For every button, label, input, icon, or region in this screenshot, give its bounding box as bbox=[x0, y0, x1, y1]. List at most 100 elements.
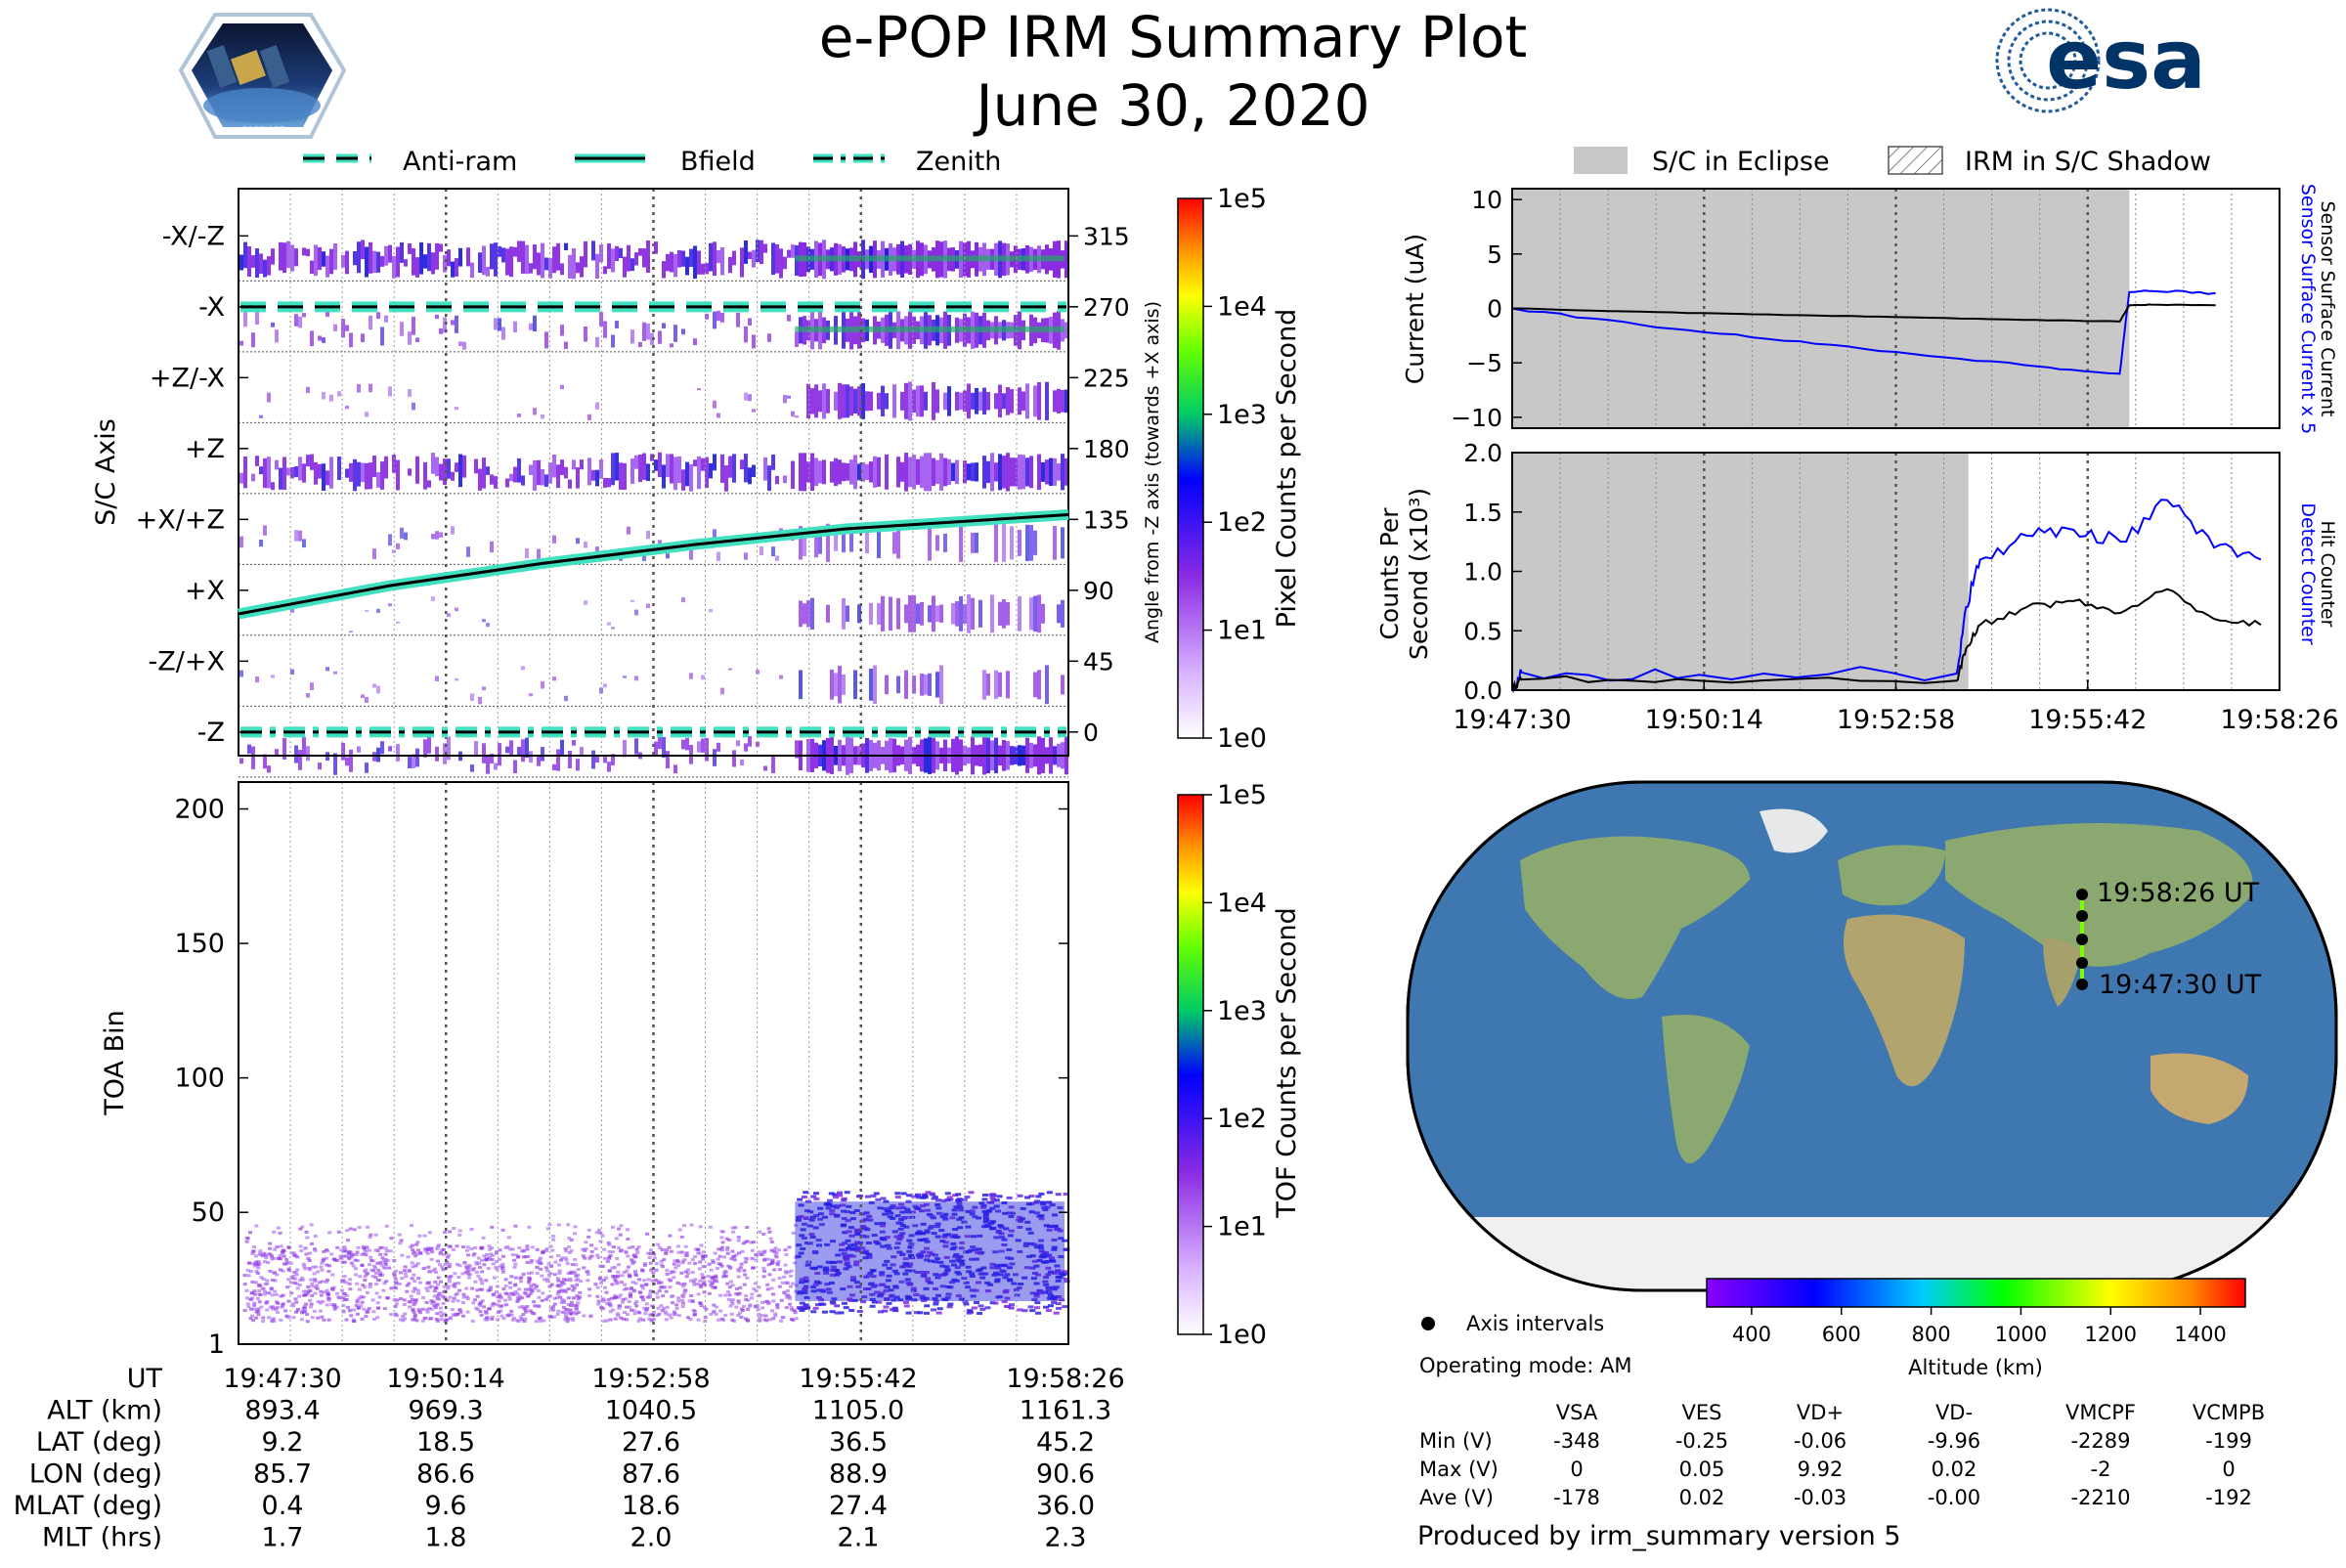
tof-count-cell bbox=[374, 1291, 379, 1295]
tof-count-cell bbox=[804, 1295, 810, 1299]
tof-count-cell bbox=[906, 1239, 913, 1242]
tof-count-cell bbox=[470, 1319, 475, 1323]
tof-count-cell bbox=[467, 1273, 472, 1277]
tof-count-cell bbox=[608, 1318, 613, 1322]
tof-count-cell bbox=[336, 1295, 341, 1299]
tof-count-cell bbox=[443, 1231, 448, 1235]
tof-count-cell bbox=[1002, 1211, 1009, 1215]
tof-count-cell bbox=[265, 1282, 270, 1285]
tof-count-cell bbox=[392, 1298, 397, 1301]
tof-count-cell bbox=[902, 1272, 909, 1276]
tof-count-cell bbox=[681, 1285, 686, 1288]
pixel-count-cell bbox=[763, 765, 767, 771]
tof-count-cell bbox=[939, 1285, 946, 1288]
pixel-count-cell bbox=[580, 459, 584, 470]
pixel-spectrogram-panel: -X/-Z-X+Z/-X+Z+X/+Z+X-Z/+X-Z 31527022518… bbox=[91, 188, 1163, 778]
tof-count-cell bbox=[342, 1247, 347, 1251]
tof-count-cell bbox=[575, 1283, 580, 1286]
pixel-count-cell bbox=[490, 474, 494, 485]
pixel-count-cell bbox=[322, 337, 326, 343]
tof-count-cell bbox=[742, 1269, 747, 1273]
tof-count-cell bbox=[375, 1301, 380, 1305]
tof-count-cell bbox=[762, 1269, 766, 1273]
tof-count-cell bbox=[708, 1225, 713, 1229]
tof-count-cell bbox=[897, 1234, 904, 1238]
ephemeris-cell: 19:47:30 bbox=[223, 1364, 341, 1394]
counts-xtick-label: 19:47:30 bbox=[1453, 705, 1571, 735]
tof-count-cell bbox=[604, 1276, 609, 1280]
pixel-count-cell bbox=[834, 391, 838, 411]
pixel-count-cell bbox=[689, 673, 693, 679]
tof-count-cell bbox=[672, 1270, 676, 1274]
tof-count-cell bbox=[252, 1303, 257, 1307]
track-start-label: 19:47:30 UT bbox=[2099, 970, 2262, 1000]
tof-count-cell bbox=[866, 1214, 873, 1218]
tof-count-cell bbox=[911, 1195, 918, 1198]
tof-count-cell bbox=[1064, 1280, 1070, 1284]
tof-count-cell bbox=[870, 1275, 877, 1279]
tof-count-cell bbox=[392, 1259, 397, 1262]
tof-count-cell bbox=[959, 1246, 965, 1250]
pixel-count-cell bbox=[803, 529, 806, 556]
pixel-count-cell bbox=[408, 331, 412, 345]
tof-count-cell bbox=[958, 1208, 965, 1212]
tof-count-cell bbox=[849, 1211, 856, 1214]
pixel-count-cell bbox=[701, 263, 705, 275]
tof-count-cell bbox=[782, 1275, 787, 1279]
ephemeris-cell: 9.2 bbox=[262, 1427, 304, 1458]
tof-count-cell bbox=[607, 1301, 612, 1305]
tof-count-cell bbox=[976, 1281, 981, 1285]
pixel-count-cell bbox=[908, 595, 912, 632]
tof-count-cell bbox=[477, 1261, 482, 1265]
ephemeris-cell: 1105.0 bbox=[812, 1396, 904, 1426]
tof-count-cell bbox=[378, 1252, 383, 1256]
pixel-count-cell bbox=[400, 322, 404, 336]
pixel-count-cell bbox=[627, 526, 630, 535]
pixel-count-cell bbox=[857, 386, 861, 416]
tof-count-cell bbox=[276, 1310, 280, 1314]
tof-count-cell bbox=[500, 1314, 504, 1318]
tof-count-cell bbox=[675, 1258, 680, 1262]
pixel-count-cell bbox=[1018, 595, 1021, 632]
tof-count-cell bbox=[931, 1308, 936, 1312]
tof-count-cell bbox=[368, 1236, 372, 1240]
pixel-count-cell bbox=[611, 754, 615, 765]
tof-count-cell bbox=[1058, 1255, 1064, 1259]
tof-count-cell bbox=[457, 1229, 462, 1233]
pixel-count-cell bbox=[732, 750, 736, 767]
tof-count-cell bbox=[510, 1253, 515, 1257]
tof-count-cell bbox=[398, 1271, 403, 1275]
tof-count-cell bbox=[532, 1312, 537, 1316]
tof-count-cell bbox=[304, 1292, 309, 1296]
tof-count-cell bbox=[1031, 1259, 1038, 1263]
pixel-axis-label: +X bbox=[185, 576, 225, 606]
tof-count-cell bbox=[693, 1262, 697, 1265]
tof-count-cell bbox=[264, 1253, 269, 1257]
tof-count-cell bbox=[886, 1209, 892, 1213]
tof-count-cell bbox=[1063, 1193, 1069, 1196]
tof-count-cell bbox=[545, 1227, 550, 1231]
tof-count-cell bbox=[508, 1291, 513, 1295]
tof-count-cell bbox=[974, 1301, 979, 1304]
tof-count-cell bbox=[411, 1318, 415, 1322]
pixel-count-cell bbox=[881, 385, 885, 416]
tof-count-cell bbox=[495, 1268, 500, 1272]
tof-count-cell bbox=[929, 1252, 935, 1256]
tof-count-cell bbox=[696, 1318, 701, 1322]
tof-count-cell bbox=[1045, 1309, 1052, 1313]
tof-count-cell bbox=[817, 1212, 824, 1216]
tof-count-cell bbox=[745, 1226, 750, 1229]
pixel-count-cell bbox=[1041, 603, 1045, 624]
footer-text: Produced by irm_summary version 5 bbox=[1417, 1521, 1901, 1551]
pixel-count-cell bbox=[709, 462, 713, 479]
altitude-tick-label: 400 bbox=[1732, 1323, 1771, 1346]
tof-count-cell bbox=[294, 1310, 298, 1314]
tof-count-cell bbox=[402, 1303, 407, 1306]
world-map: 19:58:26 UT 19:47:30 UT bbox=[1406, 780, 2338, 1292]
tof-count-cell bbox=[461, 1292, 466, 1296]
tof-count-cell bbox=[757, 1285, 761, 1289]
tof-count-cell bbox=[359, 1294, 364, 1298]
tof-count-cell bbox=[885, 1243, 891, 1247]
pixel-count-cell bbox=[435, 531, 439, 540]
tof-count-cell bbox=[636, 1245, 641, 1249]
